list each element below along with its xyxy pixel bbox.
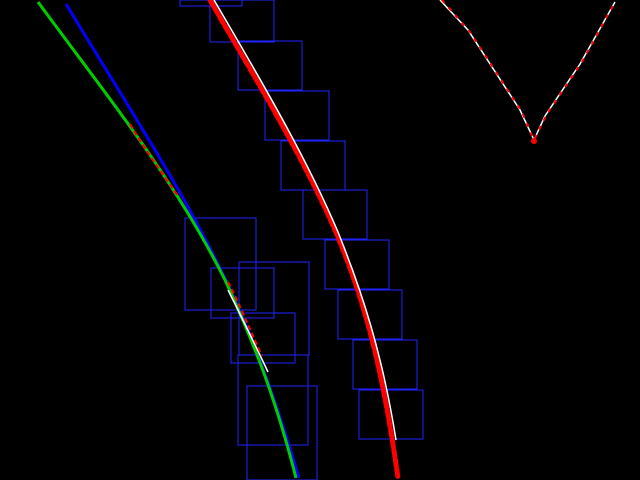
v-trace-white bbox=[439, 0, 616, 142]
window-box bbox=[302, 189, 368, 240]
left-lane-fit-white bbox=[227, 289, 269, 373]
window-box bbox=[209, 0, 275, 43]
window-box bbox=[237, 40, 303, 91]
right-lane-fit bbox=[213, 0, 397, 441]
window-box bbox=[184, 217, 257, 311]
left-lane-points bbox=[227, 281, 263, 357]
window-box bbox=[237, 354, 309, 446]
window-box bbox=[246, 385, 318, 480]
left-lane-fit-blue bbox=[64, 3, 301, 479]
right-lane-points bbox=[207, 0, 401, 480]
left-lane-fit-green bbox=[36, 1, 298, 479]
window-box bbox=[264, 90, 330, 141]
left-lane-points bbox=[129, 123, 179, 197]
v-trace-red bbox=[441, 0, 615, 143]
v-trace-vertex bbox=[531, 138, 537, 144]
